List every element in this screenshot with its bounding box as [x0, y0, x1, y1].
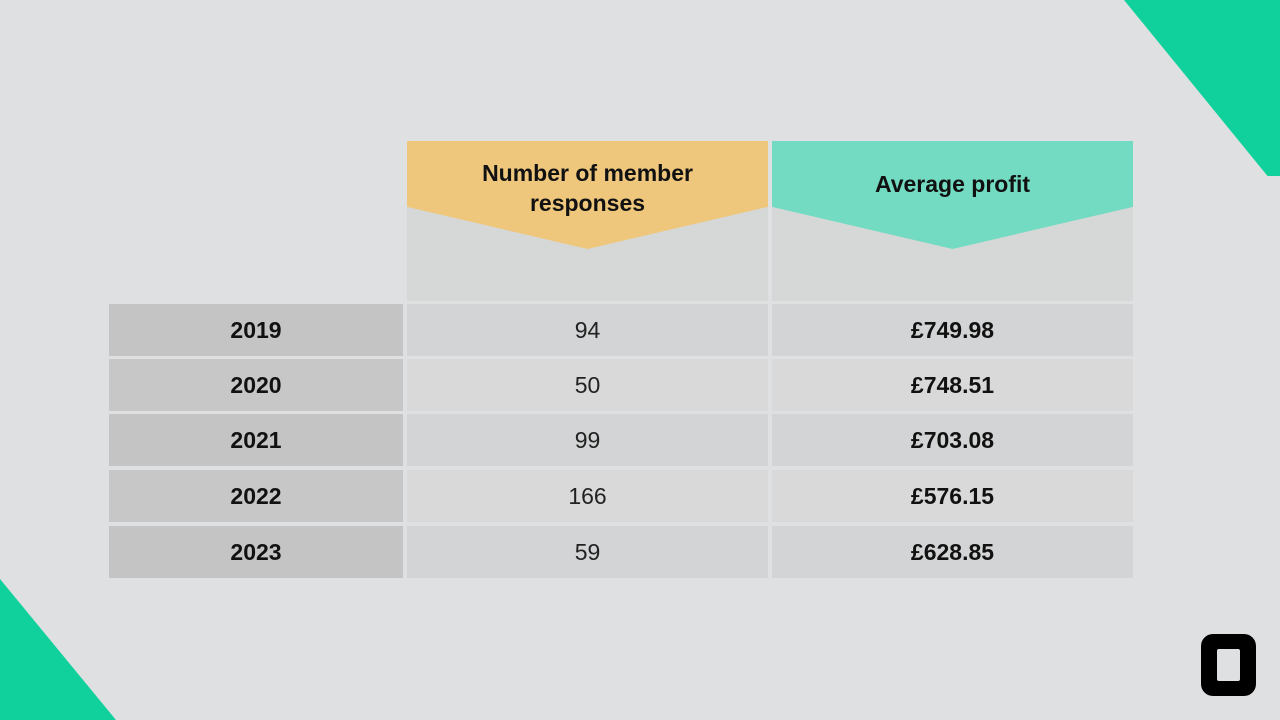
column-header-responses: Number of member responses [407, 141, 768, 301]
profit-cell: £628.85 [772, 526, 1133, 578]
year-cell: 2021 [109, 414, 403, 466]
responses-header-label: Number of member responses [482, 160, 693, 216]
table-row: 2021 99 £703.08 [109, 414, 1133, 466]
responses-cell: 50 [407, 359, 768, 411]
year-cell: 2022 [109, 470, 403, 522]
responses-cell: 166 [407, 470, 768, 522]
profit-cell: £703.08 [772, 414, 1133, 466]
profit-cell: £749.98 [772, 304, 1133, 356]
responses-cell: 99 [407, 414, 768, 466]
profit-cell: £576.15 [772, 470, 1133, 522]
responses-cell: 59 [407, 526, 768, 578]
column-header-profit: Average profit [772, 141, 1133, 301]
responses-cell: 94 [407, 304, 768, 356]
profit-header-label: Average profit [874, 171, 1031, 197]
table-row: 2022 166 £576.15 [109, 470, 1133, 522]
table-row: 2023 59 £628.85 [109, 526, 1133, 578]
year-cell: 2020 [109, 359, 403, 411]
table-row: 2020 50 £748.51 [109, 359, 1133, 411]
year-cell: 2023 [109, 526, 403, 578]
year-cell: 2019 [109, 304, 403, 356]
rounded-square-logo-icon [1201, 634, 1256, 696]
profit-cell: £748.51 [772, 359, 1133, 411]
table-row: 2019 94 £749.98 [109, 304, 1133, 356]
